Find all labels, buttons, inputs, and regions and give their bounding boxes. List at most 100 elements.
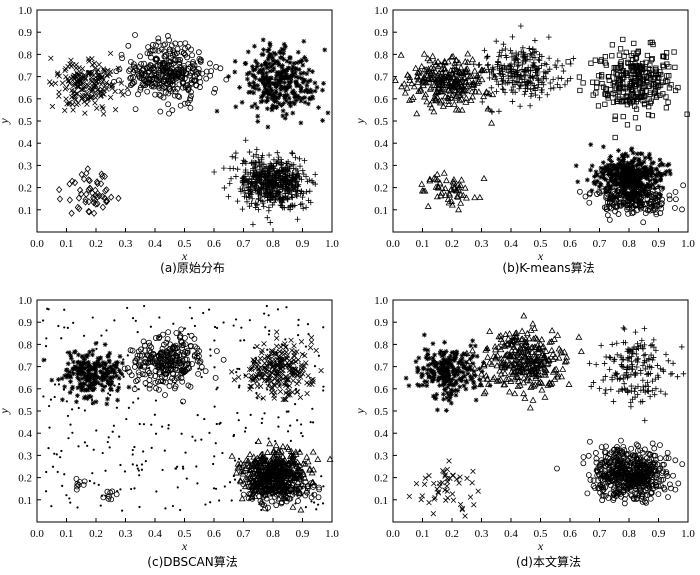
data-point <box>287 206 293 213</box>
data-point <box>76 359 82 365</box>
data-point <box>77 381 83 387</box>
data-point <box>602 101 608 107</box>
data-point <box>433 170 441 177</box>
data-point <box>605 162 611 168</box>
data-point <box>304 82 310 88</box>
data-point <box>127 406 130 409</box>
data-point <box>243 60 249 66</box>
x-axis-label: x <box>181 539 188 553</box>
data-point <box>153 42 159 49</box>
data-point <box>448 53 456 60</box>
data-point <box>240 326 243 329</box>
data-point <box>213 325 217 329</box>
y-tick-label: 0.5 <box>18 116 32 128</box>
data-point <box>652 88 659 94</box>
data-point <box>88 394 94 400</box>
data-point <box>182 341 189 348</box>
data-point <box>260 397 263 401</box>
data-point <box>56 73 62 79</box>
data-point <box>234 464 242 471</box>
data-point <box>449 178 457 185</box>
data-point <box>95 363 99 366</box>
data-point <box>146 377 153 383</box>
data-point <box>93 178 101 186</box>
y-tick-label: 0.5 <box>374 116 388 128</box>
data-point <box>271 65 277 71</box>
data-point <box>449 52 457 59</box>
data-point <box>140 468 144 471</box>
data-point <box>603 204 610 210</box>
data-point <box>658 82 664 88</box>
data-point <box>103 79 110 86</box>
data-point <box>104 370 109 375</box>
data-point <box>391 76 399 83</box>
data-point <box>86 444 89 447</box>
data-point <box>250 64 255 70</box>
data-point <box>446 87 454 95</box>
data-point <box>167 349 170 352</box>
data-point <box>164 354 171 361</box>
data-point <box>253 176 260 183</box>
data-point <box>276 379 282 385</box>
data-point <box>185 364 192 371</box>
data-point <box>476 193 484 201</box>
data-point <box>635 190 642 197</box>
data-point <box>488 119 496 126</box>
y-tick-label: 0.7 <box>18 72 32 84</box>
data-point <box>289 150 295 156</box>
data-point <box>617 65 623 71</box>
data-point <box>200 438 203 441</box>
data-point <box>93 341 99 346</box>
data-point <box>298 120 304 126</box>
data-point <box>253 480 261 487</box>
x-tick-label: 0.0 <box>30 528 44 540</box>
data-point <box>285 306 288 309</box>
data-point <box>470 352 476 358</box>
data-point <box>431 360 436 365</box>
data-point <box>258 99 264 105</box>
data-point <box>630 159 635 165</box>
data-point <box>436 87 444 94</box>
data-point <box>294 381 300 387</box>
data-point <box>162 379 165 382</box>
data-point <box>666 85 673 91</box>
data-point <box>119 55 126 62</box>
data-point <box>449 350 455 355</box>
data-point <box>290 64 296 70</box>
data-point <box>500 77 507 84</box>
data-point <box>424 202 432 209</box>
data-point <box>498 52 504 59</box>
data-point <box>81 357 87 362</box>
data-point <box>287 476 290 480</box>
data-point <box>425 65 432 72</box>
data-point <box>267 166 273 173</box>
data-point <box>111 369 116 375</box>
data-point <box>233 150 239 156</box>
data-point <box>543 75 550 82</box>
data-point <box>666 64 672 70</box>
data-point <box>90 209 98 217</box>
data-point <box>418 180 426 187</box>
data-point <box>322 385 325 388</box>
data-point <box>597 58 603 65</box>
data-point <box>264 74 270 79</box>
data-point <box>91 402 94 406</box>
data-point <box>85 383 91 389</box>
data-point <box>434 62 442 70</box>
data-point <box>442 176 450 184</box>
data-point <box>179 66 186 73</box>
data-point <box>280 63 285 68</box>
data-point <box>298 449 301 453</box>
data-point <box>620 166 626 172</box>
data-point <box>457 199 465 206</box>
data-point <box>74 371 80 377</box>
data-point <box>260 493 267 500</box>
data-point <box>228 481 232 484</box>
data-point <box>282 171 289 178</box>
data-point <box>521 53 528 60</box>
data-point <box>617 195 623 202</box>
data-point <box>313 347 319 354</box>
data-point <box>487 383 493 388</box>
data-point <box>144 65 151 72</box>
data-point <box>66 180 73 188</box>
